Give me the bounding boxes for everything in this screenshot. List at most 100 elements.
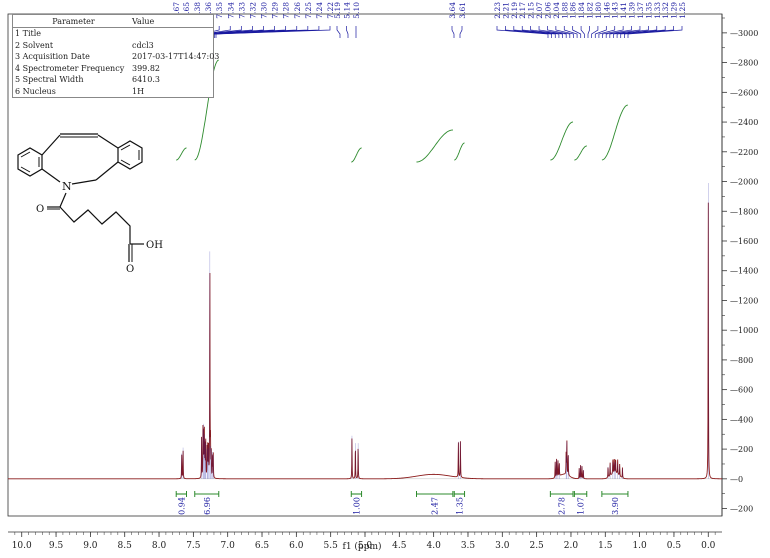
parameter-row: 5 Spectral Width 6410.3: [13, 74, 213, 86]
peak-label: 2.23: [493, 2, 502, 19]
y-tick-label: —400: [730, 415, 753, 424]
peak-label: 7.22: [326, 2, 335, 19]
x-tick-label: 2.5: [529, 541, 544, 551]
parameter-name: 2 Solvent: [15, 40, 54, 50]
peak-label: 7.32: [248, 2, 257, 19]
peak-label-leader: [602, 26, 624, 38]
y-tick-label: —0: [730, 475, 743, 484]
peak-label-leader: [521, 26, 560, 38]
peak-label: 1.32: [661, 2, 670, 19]
parameter-name: 5 Spectral Width: [15, 75, 84, 84]
parameter-value: 2017-03-17T14:47:03: [132, 52, 220, 61]
peak-label-leader: [547, 26, 571, 38]
peak-label-leader: [613, 26, 649, 38]
peak-label-leader: [624, 26, 674, 38]
parameter-table-header: Parameter Value: [13, 15, 213, 28]
y-tick-label: —1000: [730, 326, 758, 335]
parameter-row: 1 Title: [13, 28, 213, 40]
peak-label-leader: [563, 26, 578, 38]
integral-curve: [351, 147, 362, 163]
x-tick-label: 7.0: [221, 541, 236, 551]
peak-label-leader: [591, 26, 599, 38]
parameter-value: 6410.3: [132, 75, 160, 84]
y-tick-label: —800: [730, 356, 753, 365]
peak-label: 7.26: [293, 2, 302, 19]
x-tick-label: 3.5: [461, 541, 476, 551]
integral-value: 1.35: [455, 497, 464, 515]
parameter-row: 2 Solvent cdcl3: [13, 40, 213, 52]
y-tick-label: —200: [730, 445, 753, 454]
y-tick-label: —1600: [730, 237, 758, 246]
x-axis-title: f1 (ppm): [343, 541, 382, 552]
peak-label-leader: [605, 26, 632, 38]
peak-label-leader: [346, 26, 349, 38]
x-tick-label: 4.5: [392, 541, 407, 551]
oxygen-label-acid: O: [126, 264, 134, 275]
parameter-rows: 1 Title 2 Solvent cdcl3 3 Acquisition Date 2…: [13, 28, 220, 98]
peak-label-leader: [555, 26, 574, 38]
parameter-value: 399.82: [132, 63, 160, 73]
y-tick-label: —2800: [730, 59, 758, 68]
peak-label: 1.84: [577, 2, 586, 19]
integral-curve: [550, 121, 574, 161]
parameter-value: 1H: [132, 86, 145, 96]
parameter-value: [132, 28, 212, 40]
x-tick-label: 0.5: [667, 541, 682, 551]
header-value: Value: [132, 17, 155, 26]
chart-axes: —200 —0 —200 —400 —600 —800 —1000 —1200 —1400 —16…: [7, 13, 758, 551]
parameter-row: 6 Nucleus 1H: [13, 86, 213, 98]
x-tick-label: 8.5: [118, 541, 133, 551]
peak-label: 5.14: [343, 2, 352, 19]
peak-label: 1.35: [644, 2, 653, 19]
y-tick-label: —2200: [730, 148, 758, 157]
peak-label: 7.36: [204, 2, 213, 19]
nitrogen-label: N: [62, 180, 72, 193]
peak-label-leader: [616, 26, 658, 38]
peak-label: 7.24: [315, 2, 324, 19]
integral-curve: [454, 142, 465, 161]
peak-label-leader: [598, 26, 616, 38]
parameter-row: 4 Spectrometer Frequency 399.82: [13, 63, 213, 75]
peak-label: 2.19: [510, 2, 519, 19]
peak-label: 7.38: [193, 2, 202, 19]
parameter-name: 3 Acquisition Date: [15, 52, 90, 61]
peak-label: 1.33: [653, 2, 662, 19]
peak-label: 5.10: [352, 2, 361, 19]
x-tick-label: 5.0: [358, 541, 373, 551]
peak-label: 2.06: [543, 2, 552, 19]
integral-curve: [416, 129, 453, 163]
peak-label: 7.65: [182, 2, 191, 19]
x-tick-label: 3.0: [495, 541, 510, 551]
peak-label: 1.25: [678, 2, 687, 19]
peak-label: 2.04: [552, 2, 561, 19]
y-tick-label: —2600: [730, 88, 758, 97]
x-tick-label: 6.0: [289, 541, 304, 551]
peak-label-leader: [594, 26, 607, 38]
peak-label-leader: [459, 26, 463, 38]
peak-label: 2.15: [527, 2, 536, 19]
peak-label: 1.43: [611, 2, 620, 19]
peak-label: 1.37: [636, 2, 645, 19]
parameter-name: 1 Title: [15, 29, 42, 38]
x-tick-label: 0.0: [701, 541, 716, 551]
integral-value: 3.90: [611, 497, 620, 515]
peak-label: 7.67: [172, 2, 181, 19]
peak-label-leader: [530, 26, 563, 38]
y-tick-label: —600: [730, 386, 753, 395]
molecule-structure: N O OH O: [17, 133, 163, 275]
parameter-name: 4 Spectrometer Frequency: [15, 63, 125, 73]
peak-label: 2.17: [518, 2, 527, 19]
peak-label-leader: [627, 26, 683, 38]
oxygen-label-amide: O: [36, 204, 44, 215]
integral-value: 1.00: [352, 497, 361, 515]
peak-label: 1.29: [670, 2, 679, 19]
integral-curve: [194, 59, 219, 161]
y-tick-label: —1800: [730, 207, 758, 216]
peak-label-leader: [620, 26, 666, 38]
peak-label: 1.80: [594, 2, 603, 19]
parameter-row: 3 Acquisition Date 2017-03-17T14:47:03: [13, 51, 220, 63]
peak-label: 7.34: [226, 2, 235, 19]
x-tick-label: 9.5: [49, 541, 64, 551]
peak-label: 3.61: [458, 2, 467, 19]
